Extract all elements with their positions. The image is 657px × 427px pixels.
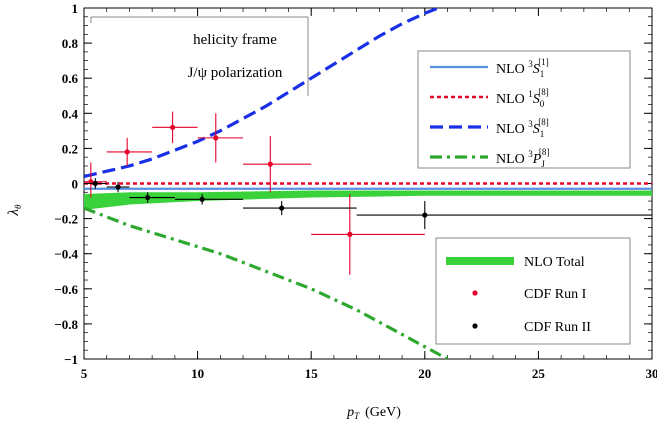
point-cdf-run1: [213, 135, 219, 141]
y-axis-label-lambda: λ: [6, 208, 22, 216]
legend-label-part: 3: [528, 59, 533, 69]
legend-label-cdf-run2: CDF Run II: [524, 320, 591, 335]
annotation-polarization: J/ψ polarization: [188, 65, 283, 81]
legend-swatch-nlo-total: [446, 257, 514, 265]
legend-marker-cdf-run1: [472, 290, 478, 296]
y-tick-labels: 1 0.8 0.6 0.4 0.2 0 −0.2 −0.4 −0.6 −0.8 −1: [54, 1, 78, 367]
legend-label-part: S: [533, 122, 540, 137]
point-cdf-run2: [145, 194, 151, 201]
y-tick-label: 0.2: [62, 141, 78, 156]
y-tick-label: 1: [72, 1, 79, 16]
y-tick-label: −0.8: [54, 317, 78, 332]
legend-label-4: NLO 3PJ [8]: [496, 147, 549, 169]
axis-ticks: [83, 7, 653, 360]
legend-label-part: 1: [540, 129, 545, 139]
series-line-3: [84, 8, 443, 179]
legend-label-part: 0: [540, 99, 545, 109]
legend-label-part: [8]: [538, 117, 549, 127]
y-tick-label: −0.4: [54, 247, 78, 262]
legend-box-lines: [417, 50, 631, 169]
band-nlo-total: [84, 190, 652, 210]
legend-label-2: NLO 1S0 [8]: [496, 87, 549, 109]
x-tick-label: 10: [191, 366, 204, 381]
y-tick-label: −1: [64, 352, 78, 367]
legend-label-cdf-run1: CDF Run I: [524, 287, 587, 302]
legend-label-part: 1: [528, 89, 533, 99]
legend-label-part: [8]: [539, 147, 550, 157]
x-axis-label: pT (GeV): [346, 405, 401, 421]
legend-box-total: NLO Total CDF Run I CDF Run II: [435, 237, 631, 345]
point-cdf-run2: [115, 184, 121, 190]
series-line-4: [84, 206, 449, 359]
y-tick-label: 0.8: [62, 36, 79, 51]
point-cdf-run2: [199, 196, 205, 202]
point-cdf-run2: [422, 212, 428, 218]
legend-lines: NLO 3S1[1]NLO 1S0[8]NLO 3S1[8]NLO 3PJ[8]: [430, 57, 549, 169]
point-cdf-run1: [347, 231, 353, 237]
annotation-box: helicity frame J/ψ polarization: [90, 16, 309, 96]
x-axis-label-sub: T: [354, 411, 360, 421]
x-axis-label-p: p: [346, 405, 354, 420]
point-cdf-run2: [92, 180, 98, 187]
point-cdf-run1: [124, 149, 130, 155]
point-cdf-run1: [170, 124, 176, 130]
legend-label-part: 3: [528, 149, 533, 159]
nlo-total-band: [84, 190, 652, 210]
annotation-frame: helicity frame: [193, 32, 277, 48]
legend-label-part: 3: [528, 119, 533, 129]
series-lines: [84, 8, 652, 359]
y-axis-label: λθ: [6, 204, 23, 217]
legend-label-part: [8]: [538, 87, 549, 97]
legend-label-part: J: [541, 159, 545, 169]
x-tick-label: 5: [81, 366, 88, 381]
x-tick-labels: 5 10 15 20 25 30: [81, 366, 657, 381]
legend-marker-cdf-run2: [472, 323, 478, 329]
y-tick-label: 0.6: [62, 71, 79, 86]
x-tick-label: 30: [646, 366, 657, 381]
legend-label-nlo-total: NLO Total: [524, 255, 585, 270]
x-tick-label: 15: [305, 366, 319, 381]
legend-label-part: NLO: [496, 122, 528, 137]
legend-label-part: [1]: [538, 57, 549, 67]
x-tick-label: 20: [418, 366, 431, 381]
y-tick-label: −0.2: [54, 212, 78, 227]
point-cdf-run2: [279, 205, 285, 211]
legend-label-1: NLO 3S1 [1]: [496, 57, 549, 79]
legend-label-part: 1: [540, 69, 545, 79]
legend-label-part: S: [533, 92, 540, 107]
y-tick-label: 0: [72, 177, 79, 192]
y-axis-label-sub: θ: [13, 204, 23, 209]
legend-label-3: NLO 3S1 [8]: [496, 117, 549, 139]
legend-label-part: NLO: [496, 92, 528, 107]
legend-label-part: S: [533, 62, 540, 77]
y-tick-label: −0.6: [54, 282, 78, 297]
legend-label-part: NLO: [496, 152, 528, 167]
x-axis-label-unit: (GeV): [365, 405, 401, 420]
legend-label-part: P: [532, 152, 542, 167]
point-cdf-run1: [267, 161, 273, 167]
data-points: [84, 111, 652, 275]
y-tick-label: 0.4: [62, 106, 79, 121]
legend-label-part: NLO: [496, 62, 528, 77]
x-tick-label: 25: [532, 366, 546, 381]
